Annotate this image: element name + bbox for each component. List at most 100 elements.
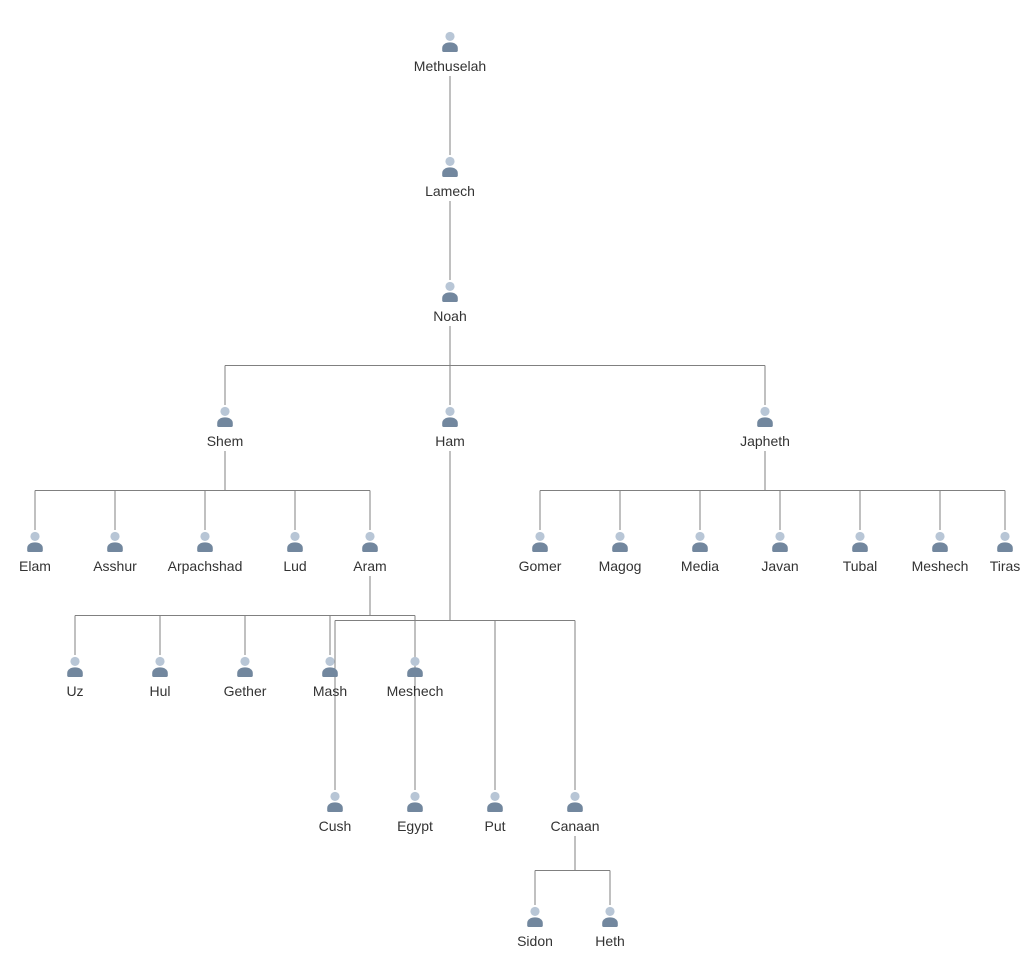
tree-node — [757, 407, 773, 427]
person-icon-head — [330, 792, 339, 801]
person-icon — [692, 542, 708, 552]
person-icon-head — [200, 532, 209, 541]
person-icon-head — [445, 282, 454, 291]
tree-node-label: Lud — [283, 558, 306, 574]
tree-node — [237, 657, 253, 677]
person-icon — [152, 667, 168, 677]
person-icon — [527, 917, 543, 927]
tree-node — [567, 792, 583, 812]
tree-node — [997, 532, 1013, 552]
tree-node-label: Japheth — [740, 433, 790, 449]
person-icon — [532, 542, 548, 552]
person-icon — [612, 542, 628, 552]
person-icon-head — [695, 532, 704, 541]
person-icon — [487, 802, 503, 812]
person-icon-head — [240, 657, 249, 666]
person-icon — [287, 542, 303, 552]
person-icon-head — [535, 532, 544, 541]
tree-node — [442, 282, 458, 302]
person-icon — [757, 417, 773, 427]
person-icon — [567, 802, 583, 812]
person-icon — [442, 167, 458, 177]
tree-node-label: Egypt — [397, 818, 433, 834]
person-icon-head — [530, 907, 539, 916]
tree-node-label: Tiras — [990, 558, 1021, 574]
tree-node-label: Cush — [319, 818, 352, 834]
tree-node-label: Put — [484, 818, 505, 834]
tree-node — [442, 157, 458, 177]
tree-node-label: Uz — [66, 683, 83, 699]
person-icon-head — [365, 532, 374, 541]
person-icon-head — [30, 532, 39, 541]
tree-node-label: Magog — [599, 558, 642, 574]
person-icon — [237, 667, 253, 677]
person-icon-head — [445, 32, 454, 41]
person-icon-head — [110, 532, 119, 541]
tree-node-label: Gomer — [519, 558, 562, 574]
tree-node — [152, 657, 168, 677]
tree-node — [67, 657, 83, 677]
person-icon — [772, 542, 788, 552]
person-icon-head — [410, 792, 419, 801]
person-icon-head — [220, 407, 229, 416]
person-icon — [602, 917, 618, 927]
person-icon — [442, 292, 458, 302]
tree-node-label: Gether — [224, 683, 267, 699]
tree-node — [852, 532, 868, 552]
person-icon-head — [410, 657, 419, 666]
person-icon-head — [325, 657, 334, 666]
tree-node — [27, 532, 43, 552]
tree-node-label: Aram — [353, 558, 386, 574]
person-icon-head — [605, 907, 614, 916]
tree-node — [612, 532, 628, 552]
person-icon-head — [935, 532, 944, 541]
person-icon-head — [570, 792, 579, 801]
tree-node-label: Heth — [595, 933, 625, 949]
person-icon — [327, 802, 343, 812]
tree-node-label: Noah — [433, 308, 466, 324]
tree-node — [692, 532, 708, 552]
person-icon-head — [70, 657, 79, 666]
person-icon-head — [490, 792, 499, 801]
tree-node-label: Tubal — [843, 558, 878, 574]
person-icon-head — [445, 157, 454, 166]
person-icon-head — [760, 407, 769, 416]
person-icon — [997, 542, 1013, 552]
tree-node-label: Sidon — [517, 933, 553, 949]
person-icon — [217, 417, 233, 427]
person-icon-head — [1000, 532, 1009, 541]
tree-node — [602, 907, 618, 927]
tree-node-label: Methuselah — [414, 58, 486, 74]
person-icon — [362, 542, 378, 552]
tree-node — [217, 407, 233, 427]
person-icon-head — [155, 657, 164, 666]
person-icon — [407, 802, 423, 812]
person-icon — [107, 542, 123, 552]
tree-node-label: Mash — [313, 683, 347, 699]
tree-node — [532, 532, 548, 552]
tree-node — [407, 792, 423, 812]
tree-node-label: Shem — [207, 433, 244, 449]
person-icon — [442, 417, 458, 427]
person-icon — [852, 542, 868, 552]
person-icon — [932, 542, 948, 552]
tree-node — [327, 792, 343, 812]
tree-node-label: Ham — [435, 433, 465, 449]
person-icon — [197, 542, 213, 552]
tree-node-label: Meshech — [387, 683, 444, 699]
tree-node-label: Javan — [761, 558, 798, 574]
person-icon-head — [445, 407, 454, 416]
person-icon-head — [775, 532, 784, 541]
tree-node — [772, 532, 788, 552]
tree-node — [527, 907, 543, 927]
person-icon-head — [615, 532, 624, 541]
tree-node — [442, 407, 458, 427]
person-icon — [27, 542, 43, 552]
tree-node-label: Hul — [149, 683, 170, 699]
person-icon-head — [855, 532, 864, 541]
tree-node — [107, 532, 123, 552]
tree-node-label: Canaan — [550, 818, 599, 834]
tree-node-label: Arpachshad — [168, 558, 243, 574]
tree-node — [287, 532, 303, 552]
tree-node-label: Elam — [19, 558, 51, 574]
